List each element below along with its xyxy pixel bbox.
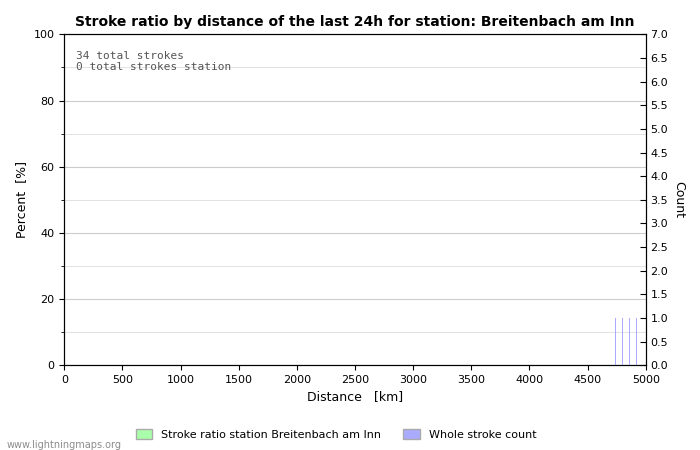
Title: Stroke ratio by distance of the last 24h for station: Breitenbach am Inn: Stroke ratio by distance of the last 24h… <box>76 15 635 29</box>
X-axis label: Distance   [km]: Distance [km] <box>307 391 403 404</box>
Legend: Stroke ratio station Breitenbach am Inn, Whole stroke count: Stroke ratio station Breitenbach am Inn,… <box>131 425 541 445</box>
Y-axis label: Percent  [%]: Percent [%] <box>15 161 28 238</box>
Text: www.lightningmaps.org: www.lightningmaps.org <box>7 440 122 450</box>
Y-axis label: Count: Count <box>672 181 685 218</box>
Text: 34 total strokes
0 total strokes station: 34 total strokes 0 total strokes station <box>76 51 231 72</box>
